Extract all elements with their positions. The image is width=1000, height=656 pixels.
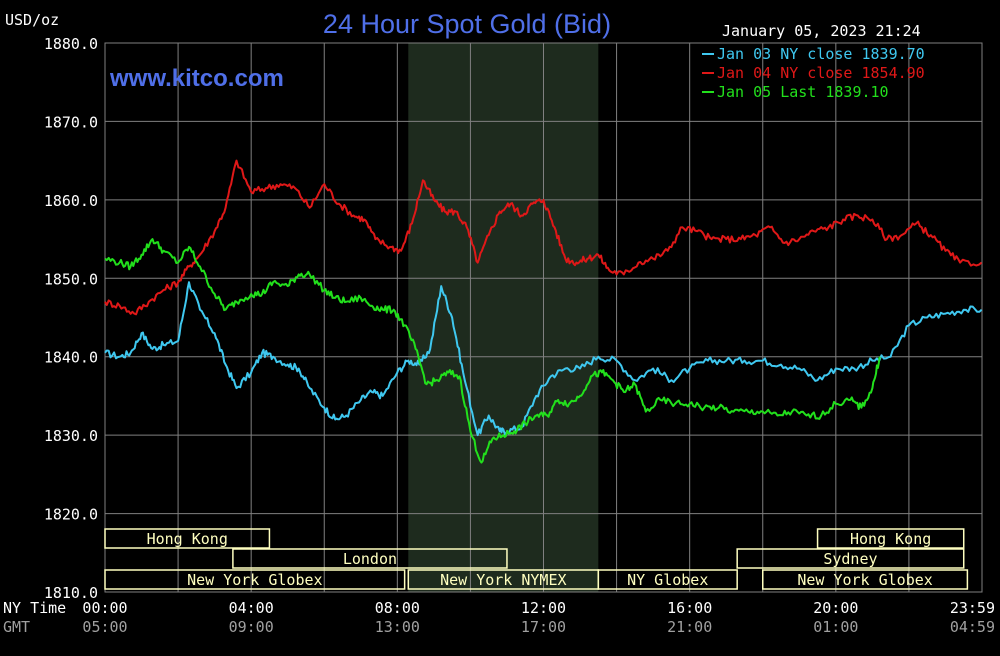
y-tick-label: 1840.0 xyxy=(44,349,98,367)
x-tick-label: 13:00 xyxy=(375,618,420,636)
session-label: Sydney xyxy=(823,550,877,568)
x-tick-label: 17:00 xyxy=(521,618,566,636)
x-tick-label: 09:00 xyxy=(229,618,274,636)
x-tick-label: 05:00 xyxy=(82,618,127,636)
y-tick-label: 1850.0 xyxy=(44,270,98,288)
session-box xyxy=(816,528,965,549)
x-tick-label: 23:59 xyxy=(950,599,995,617)
session-label: New York Globex xyxy=(187,571,322,589)
y-tick-label: 1870.0 xyxy=(44,113,98,131)
session-label: London xyxy=(343,550,397,568)
chart-title: 24 Hour Spot Gold (Bid) xyxy=(323,9,611,39)
x-tick-label: 01:00 xyxy=(813,618,858,636)
series-line-3 xyxy=(104,238,881,464)
legend-entry: Jan 05 Last 1839.10 xyxy=(717,83,889,101)
x-tick-label: 00:00 xyxy=(82,599,127,617)
x-tick-label: 16:00 xyxy=(667,599,712,617)
x-tick-label: 21:00 xyxy=(667,618,712,636)
y-tick-label: 1810.0 xyxy=(44,584,98,602)
y-tick-label: 1830.0 xyxy=(44,427,98,445)
session-label: Hong Kong xyxy=(850,530,931,548)
series-line-2 xyxy=(104,159,983,316)
y-tick-label: 1880.0 xyxy=(44,35,98,53)
datetime-stamp: January 05, 2023 21:24 xyxy=(722,22,921,40)
session-box xyxy=(104,528,271,549)
x-axis-row-label: NY Time xyxy=(3,599,66,617)
session-box xyxy=(232,548,508,569)
unit-label: USD/oz xyxy=(5,11,59,29)
legend-entry: Jan 03 NY close 1839.70 xyxy=(717,45,925,63)
x-axis-row-label: GMT xyxy=(3,618,30,636)
nymex-shaded-period xyxy=(408,43,599,592)
x-tick-label: 12:00 xyxy=(521,599,566,617)
legend-entry: Jan 04 NY close 1854.90 xyxy=(717,64,925,82)
session-box xyxy=(104,569,406,590)
series-line-1 xyxy=(104,281,983,437)
y-tick-label: 1820.0 xyxy=(44,506,98,524)
kitco-watermark: www.kitco.com xyxy=(109,65,284,92)
y-tick-label: 1860.0 xyxy=(44,192,98,210)
x-tick-label: 08:00 xyxy=(375,599,420,617)
session-box xyxy=(762,569,969,590)
x-tick-label: 04:00 xyxy=(229,599,274,617)
session-label: New York Globex xyxy=(797,571,932,589)
session-label: NY Globex xyxy=(627,571,708,589)
session-label: Hong Kong xyxy=(147,530,228,548)
session-label: New York NYMEX xyxy=(440,571,566,589)
x-tick-label: 04:59 xyxy=(950,618,995,636)
plot-frame xyxy=(104,42,983,593)
session-box xyxy=(597,569,738,590)
x-tick-label: 20:00 xyxy=(813,599,858,617)
session-box xyxy=(736,548,965,569)
